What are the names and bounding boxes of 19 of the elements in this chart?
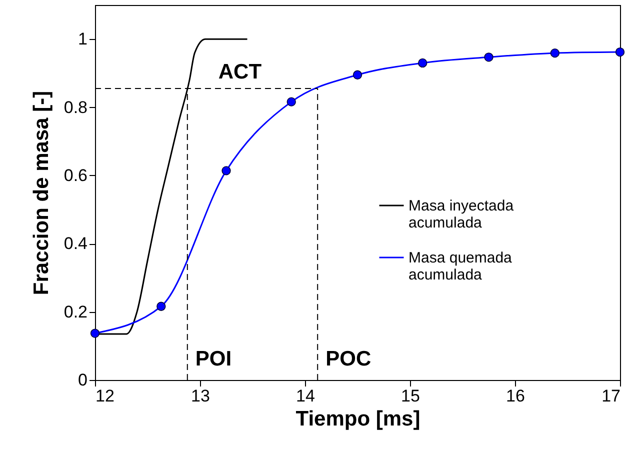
annotation: ACT: [218, 60, 262, 84]
y-tick-label: 1: [78, 30, 88, 49]
x-tick-label: 14: [296, 386, 315, 406]
y-tick-label: 0.2: [64, 302, 88, 322]
legend-label: Masa inyectada acumulada: [408, 198, 514, 232]
y-tick-label: 0: [78, 370, 88, 390]
y-tick-label: 0.6: [64, 166, 88, 185]
x-tick-label: 12: [96, 386, 114, 406]
x-tick-label: 15: [401, 386, 420, 406]
x-axis-title: Tiempo [ms]: [296, 408, 420, 430]
y-tick-label: 0.8: [64, 98, 88, 117]
y-axis-title: Fraccion de masa [-]: [30, 90, 53, 296]
x-tick-label: 17: [602, 386, 620, 406]
legend-label: Masa quemada acumulada: [408, 250, 513, 284]
ref-line-label: POI: [195, 347, 232, 370]
ref-line-label: POC: [326, 347, 372, 370]
y-tick-label: 0.4: [64, 234, 88, 254]
x-tick-label: 16: [506, 386, 525, 406]
x-tick-label: 13: [191, 386, 210, 406]
